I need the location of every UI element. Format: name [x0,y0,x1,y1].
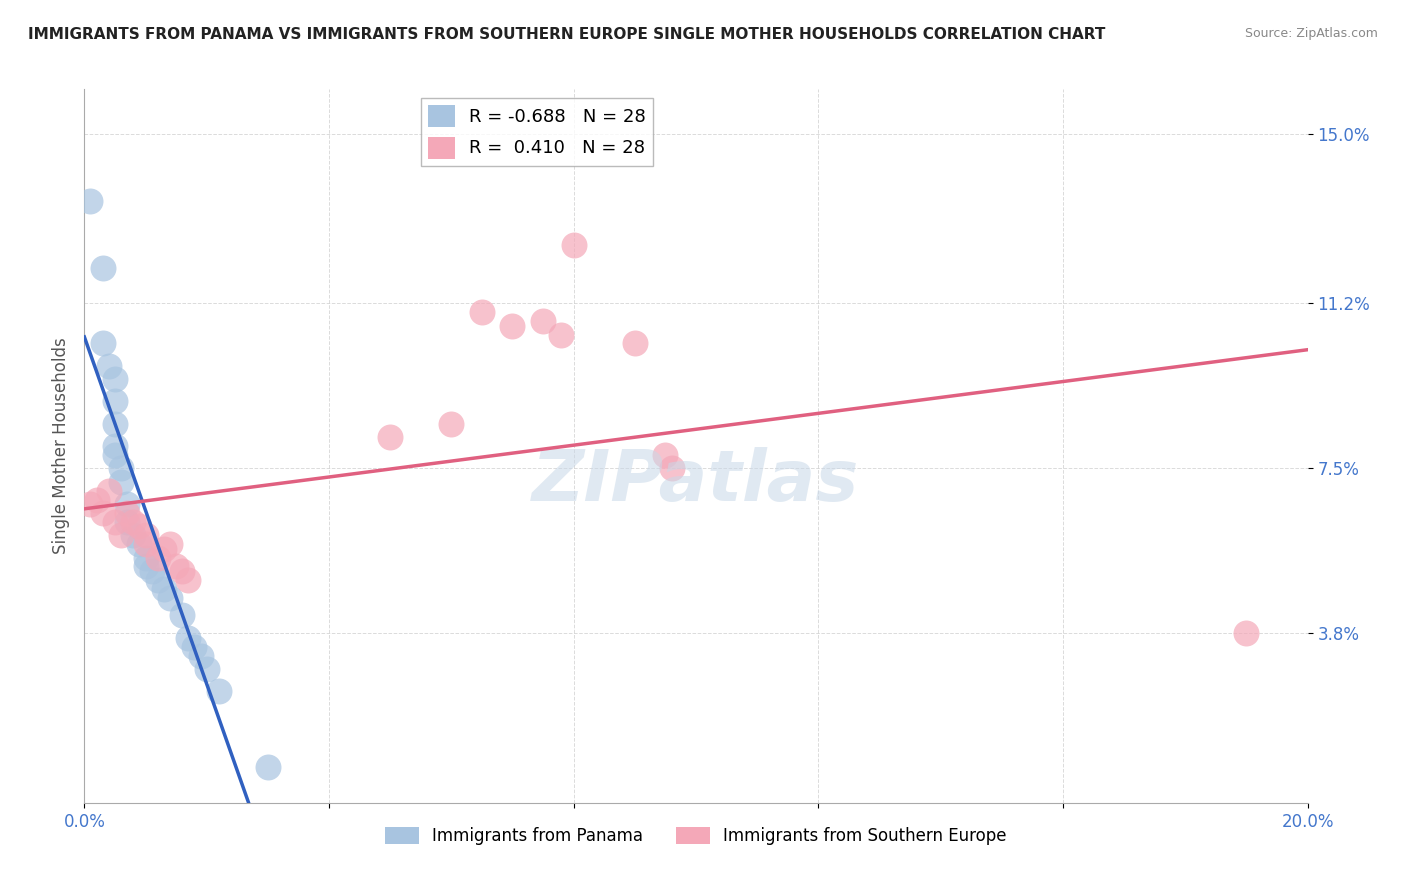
Point [141,564,163,578]
Point [195,662,218,676]
Point [177,631,200,645]
Point [91,506,114,520]
Point [110,475,132,489]
Point [471,305,494,319]
Point [208,684,231,698]
Point [86,492,108,507]
Point [153,582,176,596]
Point [531,314,554,328]
Point [104,448,127,462]
Point [91,260,114,275]
Point [146,550,169,565]
Text: IMMIGRANTS FROM PANAMA VS IMMIGRANTS FROM SOUTHERN EUROPE SINGLE MOTHER HOUSEHOL: IMMIGRANTS FROM PANAMA VS IMMIGRANTS FRO… [28,27,1105,42]
Point [79,194,101,208]
Point [104,515,127,529]
Point [97,483,120,498]
Legend: Immigrants from Panama, Immigrants from Southern Europe: Immigrants from Panama, Immigrants from … [378,820,1014,852]
Point [135,559,157,574]
Point [159,591,181,605]
Point [550,327,572,342]
Y-axis label: Single Mother Households: Single Mother Households [52,338,70,554]
Point [135,528,157,542]
Point [91,336,114,351]
Point [190,648,212,663]
Point [97,359,120,373]
Point [165,559,187,574]
Point [104,394,127,409]
Point [110,528,132,542]
Point [654,448,676,462]
Point [146,573,169,587]
Point [562,238,585,252]
Point [172,564,194,578]
Point [115,497,138,511]
Text: Source: ZipAtlas.com: Source: ZipAtlas.com [1244,27,1378,40]
Point [440,417,463,431]
Point [153,541,176,556]
Point [661,461,683,475]
Point [257,760,280,774]
Point [122,528,145,542]
Point [104,417,127,431]
Point [183,640,205,654]
Point [79,497,101,511]
Point [110,461,132,475]
Point [104,372,127,386]
Point [122,515,145,529]
Text: ZIPatlas: ZIPatlas [533,447,859,516]
Point [128,537,150,551]
Point [172,608,194,623]
Point [135,550,157,565]
Point [177,573,200,587]
Point [115,506,138,520]
Point [128,519,150,533]
Point [159,537,181,551]
Point [380,430,402,444]
Point [624,336,647,351]
Point [502,318,524,333]
Point [135,537,157,551]
Point [115,515,138,529]
Point [104,439,127,453]
Point [1236,626,1258,640]
